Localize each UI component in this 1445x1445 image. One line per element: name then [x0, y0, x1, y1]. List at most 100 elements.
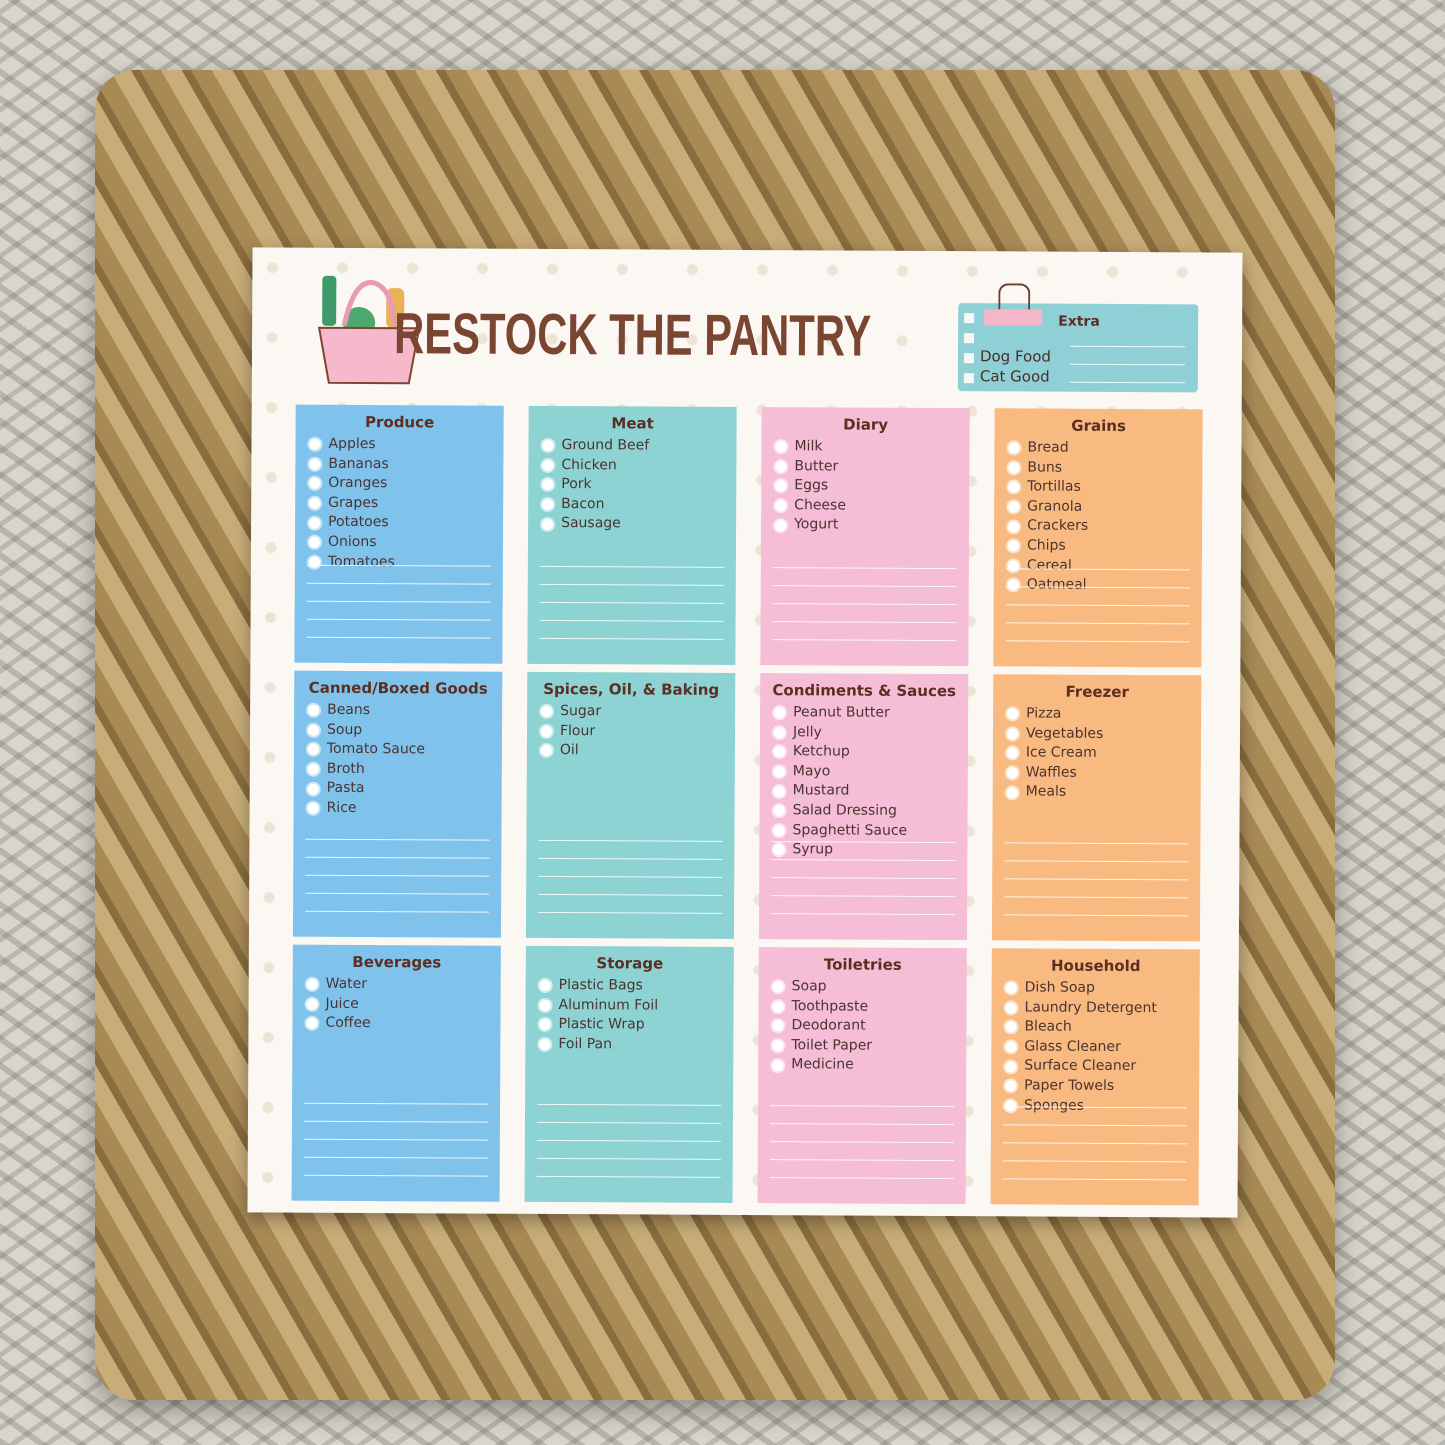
- checkbox[interactable]: [963, 353, 974, 364]
- write-line[interactable]: [772, 639, 957, 659]
- list-item[interactable]: Juice: [303, 994, 491, 1015]
- list-item[interactable]: Jelly: [770, 723, 958, 744]
- write-line[interactable]: [539, 637, 724, 657]
- list-item[interactable]: Ice Cream: [1003, 744, 1191, 765]
- write-line[interactable]: [769, 1159, 954, 1179]
- list-item[interactable]: Soap: [769, 977, 957, 998]
- write-line[interactable]: [536, 1121, 721, 1141]
- list-item[interactable]: Milk: [771, 437, 959, 458]
- list-item[interactable]: Paper Towels: [1001, 1076, 1189, 1097]
- list-item[interactable]: Pork: [538, 475, 726, 496]
- list-item[interactable]: Vegetables: [1003, 724, 1191, 745]
- list-item[interactable]: Dish Soap: [1002, 978, 1190, 999]
- list-item[interactable]: Yogurt: [771, 516, 959, 537]
- write-line[interactable]: [1005, 586, 1190, 606]
- write-line[interactable]: [770, 913, 956, 933]
- list-item[interactable]: Butter: [771, 457, 959, 478]
- list-item[interactable]: Spaghetti Sauce: [769, 821, 957, 842]
- write-line[interactable]: [303, 1102, 489, 1122]
- write-line[interactable]: [1005, 640, 1190, 660]
- list-item[interactable]: Bleach: [1001, 1018, 1189, 1039]
- list-item[interactable]: Eggs: [771, 476, 959, 497]
- write-line[interactable]: [1004, 878, 1189, 898]
- list-item[interactable]: Broth: [304, 759, 492, 780]
- write-line[interactable]: [306, 582, 491, 602]
- list-item[interactable]: Onions: [305, 533, 493, 554]
- write-line[interactable]: [771, 859, 956, 879]
- write-line[interactable]: [771, 841, 956, 861]
- checkbox[interactable]: [964, 313, 975, 324]
- write-line[interactable]: [772, 621, 957, 641]
- list-item[interactable]: Glass Cleaner: [1001, 1037, 1189, 1058]
- write-line[interactable]: [1003, 914, 1189, 934]
- write-line[interactable]: [769, 1141, 954, 1161]
- list-item[interactable]: Tomato Sauce: [304, 740, 492, 761]
- write-line[interactable]: [769, 1177, 954, 1197]
- list-item[interactable]: Grapes: [305, 493, 493, 514]
- list-item[interactable]: Toothpaste: [769, 997, 957, 1018]
- list-item[interactable]: Cheese: [771, 496, 959, 517]
- list-item[interactable]: Granola: [1004, 497, 1192, 518]
- list-item[interactable]: Rice: [304, 799, 492, 820]
- list-item[interactable]: Oil: [537, 741, 725, 762]
- list-item[interactable]: Plastic Wrap: [535, 1015, 723, 1036]
- write-line[interactable]: [305, 838, 490, 858]
- list-item[interactable]: Plastic Bags: [536, 976, 724, 997]
- write-line[interactable]: [1002, 1160, 1187, 1180]
- checkbox[interactable]: [963, 373, 974, 384]
- write-line[interactable]: [306, 564, 491, 584]
- list-item[interactable]: Crackers: [1004, 517, 1192, 538]
- write-line[interactable]: [536, 1139, 721, 1159]
- write-line[interactable]: [769, 1123, 954, 1143]
- list-item[interactable]: Ketchup: [770, 742, 958, 763]
- list-item[interactable]: Soup: [304, 720, 492, 741]
- write-line[interactable]: [539, 565, 724, 585]
- list-item[interactable]: Chicken: [538, 456, 726, 477]
- list-item[interactable]: Medicine: [768, 1056, 956, 1077]
- list-item[interactable]: Flour: [537, 722, 725, 743]
- write-line[interactable]: [772, 585, 957, 605]
- write-line[interactable]: [1002, 1142, 1187, 1162]
- list-item[interactable]: Mayo: [770, 762, 958, 783]
- write-line[interactable]: [303, 1138, 488, 1158]
- write-line[interactable]: [1005, 568, 1190, 588]
- write-line[interactable]: [538, 893, 723, 913]
- list-item[interactable]: Buns: [1004, 458, 1192, 479]
- write-line[interactable]: [771, 877, 956, 897]
- write-line[interactable]: [539, 619, 724, 639]
- write-line[interactable]: [538, 875, 723, 895]
- checkbox[interactable]: [964, 333, 975, 344]
- list-item[interactable]: Waffles: [1003, 763, 1191, 784]
- write-line[interactable]: [772, 567, 957, 587]
- list-item[interactable]: Foil Pan: [535, 1035, 723, 1056]
- list-item[interactable]: Salad Dressing: [770, 801, 958, 822]
- list-item[interactable]: Chips: [1004, 536, 1192, 557]
- write-line[interactable]: [1004, 860, 1189, 880]
- write-line[interactable]: [1002, 1124, 1187, 1144]
- list-item[interactable]: Bacon: [538, 495, 726, 516]
- write-line[interactable]: [539, 601, 724, 621]
- write-line[interactable]: [538, 857, 723, 877]
- list-item[interactable]: Surface Cleaner: [1001, 1057, 1189, 1078]
- write-line[interactable]: [306, 636, 491, 656]
- list-item[interactable]: Beans: [304, 701, 492, 722]
- list-item[interactable]: Sugar: [537, 702, 725, 723]
- write-line[interactable]: [536, 1103, 722, 1123]
- write-line[interactable]: [1005, 604, 1190, 624]
- write-line[interactable]: [304, 910, 490, 930]
- write-line[interactable]: [771, 895, 956, 915]
- list-item[interactable]: Coffee: [302, 1014, 490, 1035]
- list-item[interactable]: Laundry Detergent: [1002, 998, 1190, 1019]
- list-item[interactable]: Aluminum Foil: [536, 996, 724, 1017]
- write-line[interactable]: [536, 1175, 721, 1195]
- write-line[interactable]: [1002, 1178, 1187, 1198]
- write-line[interactable]: [772, 603, 957, 623]
- write-line[interactable]: [305, 856, 490, 876]
- list-item[interactable]: Meals: [1003, 783, 1191, 804]
- list-item[interactable]: Peanut Butter: [770, 703, 958, 724]
- write-line[interactable]: [1002, 1106, 1188, 1126]
- list-item[interactable]: Ground Beef: [538, 436, 726, 457]
- list-item[interactable]: Bread: [1004, 438, 1192, 459]
- list-item[interactable]: Water: [303, 975, 491, 996]
- write-line[interactable]: [538, 839, 723, 859]
